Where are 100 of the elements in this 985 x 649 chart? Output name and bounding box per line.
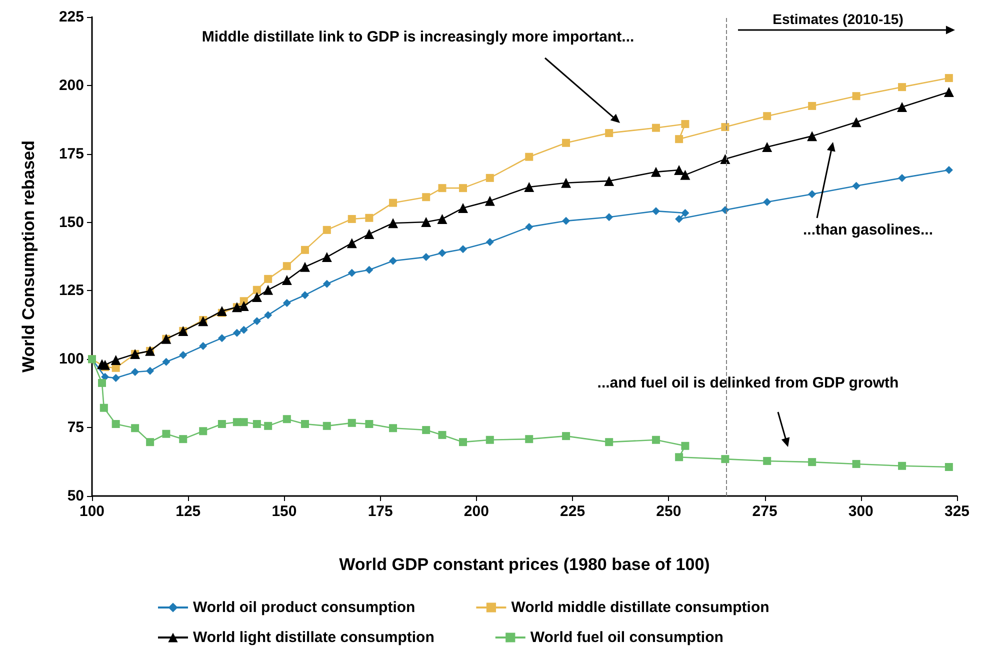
point <box>944 74 953 82</box>
y-tick-label: 75 <box>67 419 84 436</box>
point <box>525 152 534 161</box>
point <box>898 462 906 470</box>
point <box>112 374 120 382</box>
point <box>198 316 208 326</box>
point <box>300 246 309 254</box>
point <box>681 208 690 217</box>
point <box>264 274 272 283</box>
legend-label: World light distillate consumption <box>193 629 434 646</box>
point <box>348 215 356 223</box>
point <box>179 435 188 444</box>
point <box>365 420 374 428</box>
point <box>605 438 614 446</box>
point <box>944 462 953 471</box>
point <box>199 427 208 436</box>
point <box>264 422 272 430</box>
point <box>422 253 430 262</box>
point <box>422 426 430 434</box>
point <box>179 351 188 360</box>
point <box>721 455 730 464</box>
point <box>652 436 660 444</box>
point <box>721 123 730 132</box>
point <box>282 299 291 308</box>
x-tick-label: 325 <box>944 503 970 520</box>
point <box>486 174 494 182</box>
point <box>898 174 906 182</box>
point <box>238 301 249 312</box>
point <box>458 245 467 254</box>
point <box>675 453 684 462</box>
point <box>300 420 309 428</box>
point <box>365 214 374 222</box>
point <box>348 418 356 427</box>
point <box>458 438 467 446</box>
point <box>110 354 121 365</box>
point <box>252 420 261 428</box>
point <box>652 124 660 132</box>
x-tick-label: 200 <box>464 503 489 520</box>
point <box>897 102 908 112</box>
point <box>674 165 684 176</box>
point <box>389 256 398 265</box>
point <box>421 217 432 228</box>
point <box>240 418 248 426</box>
point <box>300 262 310 272</box>
point <box>346 238 357 248</box>
point <box>322 226 331 234</box>
point <box>458 203 468 214</box>
point <box>264 311 272 320</box>
point <box>851 117 862 128</box>
point <box>322 252 332 262</box>
point <box>100 360 110 370</box>
point <box>389 424 398 432</box>
y-tick-label: 150 <box>58 214 84 231</box>
point <box>388 218 398 228</box>
point <box>146 366 154 375</box>
point <box>146 438 154 446</box>
point <box>808 190 816 198</box>
x-axis-title: World GDP constant prices (1980 base of 100) <box>339 555 710 574</box>
legend-label: World oil product consumption <box>193 599 416 616</box>
x-tick-label: 100 <box>79 503 105 520</box>
point <box>348 268 356 277</box>
y-tick-label: 225 <box>58 8 84 26</box>
point <box>252 292 262 302</box>
point <box>486 436 494 444</box>
point <box>389 198 398 207</box>
point <box>524 182 534 192</box>
point <box>525 435 534 444</box>
point <box>807 131 818 142</box>
point <box>852 92 860 100</box>
y-tick-label: 200 <box>58 76 84 94</box>
point <box>944 87 954 97</box>
point <box>422 193 430 202</box>
point <box>681 442 690 450</box>
y-tick-label: 175 <box>58 145 84 162</box>
y-axis-title: World Consumption rebased <box>19 140 38 373</box>
x-tick-label: 225 <box>560 503 586 520</box>
y-tick-label: 125 <box>58 282 84 300</box>
y-tick-label: 100 <box>58 350 84 368</box>
point <box>131 424 140 432</box>
point <box>216 306 227 316</box>
point <box>562 432 570 440</box>
point <box>680 170 690 180</box>
point <box>263 284 274 295</box>
point <box>199 342 208 350</box>
point <box>681 120 690 128</box>
point <box>438 430 446 439</box>
point <box>252 286 261 294</box>
point <box>438 184 446 192</box>
legend-label: World middle distillate consumption <box>511 599 770 616</box>
point <box>525 222 534 231</box>
point <box>852 182 860 190</box>
point <box>808 102 816 110</box>
point <box>112 420 120 428</box>
point <box>763 198 772 206</box>
point <box>650 166 661 177</box>
x-tick-label: 300 <box>848 503 874 520</box>
annotation: ...and fuel oil is delinked from GDP growth <box>597 374 899 392</box>
point <box>763 112 772 120</box>
point <box>300 291 309 300</box>
point <box>240 326 248 334</box>
